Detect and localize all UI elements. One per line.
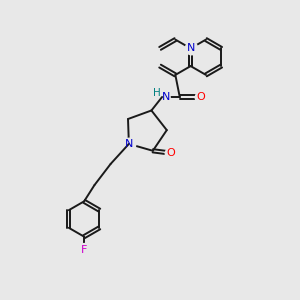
Text: N: N [125,139,133,149]
Text: N: N [161,92,170,102]
Text: N: N [187,44,195,53]
Text: O: O [167,148,176,158]
Text: F: F [81,245,87,255]
Text: O: O [196,92,205,102]
Text: H: H [153,88,161,98]
